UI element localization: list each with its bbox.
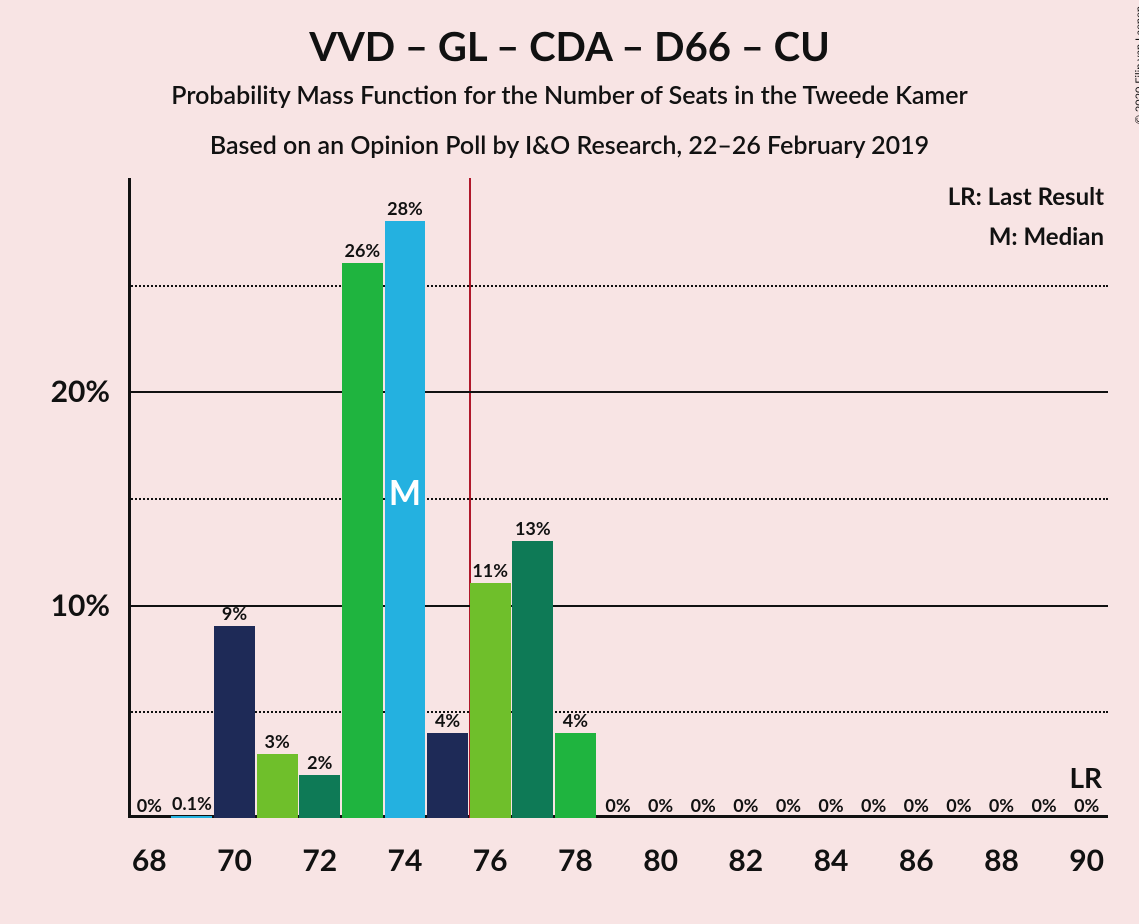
gridline [128, 498, 1108, 500]
x-tick-label: 90 [1047, 842, 1127, 878]
legend-lr: LR: Last Result [948, 182, 1104, 211]
x-tick-label: 78 [535, 842, 615, 878]
chart-bar [171, 816, 212, 818]
gridline [128, 285, 1108, 287]
x-tick-label: 72 [280, 842, 360, 878]
bar-value-label: 4% [418, 709, 478, 731]
x-tick-label: 86 [876, 842, 956, 878]
y-tick-label: 10% [0, 587, 110, 623]
chart-bar [299, 775, 340, 818]
bar-value-label: 28% [375, 197, 435, 219]
y-tick-label: 20% [0, 373, 110, 409]
x-tick-label: 70 [195, 842, 275, 878]
bar-value-label: 0% [1057, 794, 1117, 816]
chart-bar [512, 541, 553, 818]
x-tick-label: 88 [961, 842, 1041, 878]
chart-title: VVD – GL – CDA – D66 – CU [0, 22, 1139, 70]
bar-value-label: 4% [545, 709, 605, 731]
gridline [128, 711, 1108, 713]
copyright-notice: © 2020 Filip van Laenen [1133, 6, 1139, 124]
chart-bar [214, 626, 255, 818]
bar-value-label: 9% [205, 602, 265, 624]
bar-value-label: 3% [247, 730, 307, 752]
bar-value-label: 2% [290, 751, 350, 773]
gridline [128, 605, 1108, 607]
bar-value-label: 11% [460, 559, 520, 581]
chart-subtitle-2: Based on an Opinion Poll by I&O Research… [0, 130, 1139, 160]
legend-m: M: Median [989, 222, 1104, 251]
bar-value-label: 13% [503, 517, 563, 539]
x-tick-label: 84 [791, 842, 871, 878]
plot-area: LR LR: Last Result M: Median 10%20%68707… [128, 178, 1108, 818]
bar-value-label: 0.1% [162, 792, 222, 814]
x-tick-label: 76 [450, 842, 530, 878]
gridline [128, 391, 1108, 393]
median-mark: M [385, 472, 426, 513]
chart-bar [427, 733, 468, 818]
chart-page: VVD – GL – CDA – D66 – CU Probability Ma… [0, 0, 1139, 924]
x-tick-label: 80 [621, 842, 701, 878]
x-tick-label: 82 [706, 842, 786, 878]
x-tick-label: 68 [109, 842, 189, 878]
chart-bar [342, 263, 383, 818]
last-result-label: LR [1069, 760, 1102, 794]
bar-value-label: 26% [332, 239, 392, 261]
chart-subtitle-1: Probability Mass Function for the Number… [0, 80, 1139, 110]
chart-bar [470, 583, 511, 818]
x-tick-label: 74 [365, 842, 445, 878]
